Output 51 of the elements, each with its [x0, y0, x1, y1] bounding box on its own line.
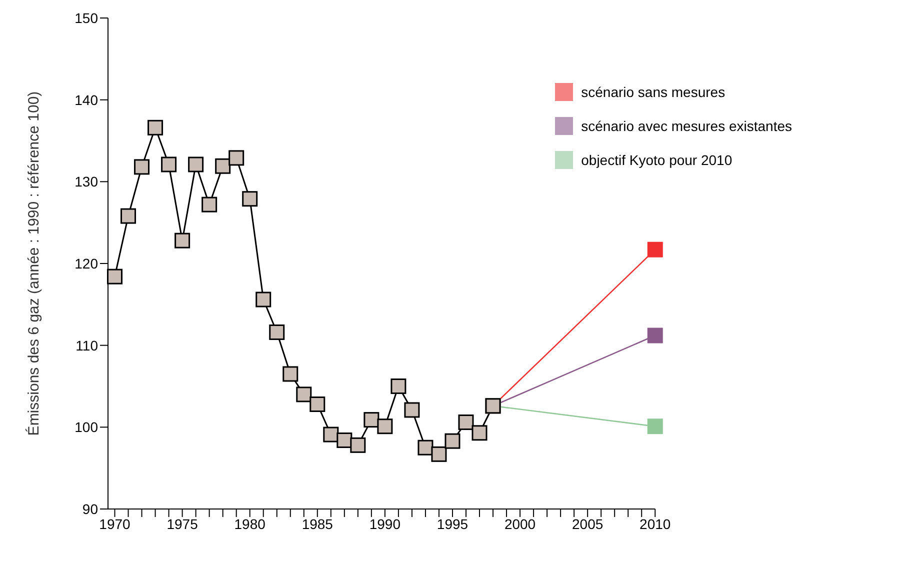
- point: [107, 268, 123, 284]
- y-tick-label: 140: [74, 92, 98, 108]
- y-tick-label: 100: [74, 419, 98, 436]
- point: [174, 232, 190, 248]
- legend-label: objectif Kyoto pour 2010: [581, 152, 732, 168]
- point: [269, 324, 285, 340]
- x-tick-label: 2005: [572, 516, 604, 532]
- point: [161, 156, 177, 172]
- point: [458, 414, 474, 430]
- x-tick-label: 1980: [234, 516, 266, 532]
- point: [364, 412, 380, 428]
- point: [242, 191, 258, 207]
- legend-label: scénario avec mesures existantes: [581, 118, 792, 134]
- x-tick-label: 2010: [640, 516, 671, 532]
- x-tick-label: 1995: [436, 516, 468, 532]
- point: [350, 437, 366, 453]
- point: [215, 158, 231, 174]
- point: [431, 446, 447, 462]
- point: [390, 378, 406, 394]
- x-tick-label: 1975: [166, 516, 198, 532]
- point: [310, 396, 326, 412]
- point: [148, 120, 164, 136]
- point: [647, 418, 663, 434]
- y-tick-label: 90: [82, 500, 98, 517]
- y-tick-label: 130: [74, 174, 98, 190]
- point: [647, 328, 663, 344]
- y-tick-label: 110: [76, 337, 98, 354]
- x-tick-label: 1970: [99, 516, 131, 532]
- point: [404, 402, 420, 418]
- x-tick-label: 2000: [504, 516, 536, 532]
- point: [444, 433, 460, 449]
- point: [120, 208, 136, 224]
- point: [418, 440, 434, 456]
- point: [647, 242, 663, 258]
- x-tick-label: 1990: [369, 516, 401, 532]
- point: [256, 292, 272, 308]
- point: [296, 386, 312, 402]
- point: [377, 418, 393, 434]
- point: [336, 432, 352, 448]
- y-axis-title: Émissions des 6 gaz (année : 1990 : référence 100): [24, 91, 42, 436]
- point: [202, 196, 218, 212]
- y-tick-label: 120: [74, 255, 98, 272]
- point: [134, 159, 150, 175]
- point: [228, 150, 244, 166]
- y-tick-label: 150: [74, 10, 98, 26]
- legend-label: scénario sans mesures: [581, 84, 726, 100]
- point: [472, 425, 488, 441]
- x-tick-label: 1985: [302, 516, 334, 532]
- point: [282, 366, 298, 382]
- point: [188, 156, 204, 172]
- point: [323, 426, 339, 442]
